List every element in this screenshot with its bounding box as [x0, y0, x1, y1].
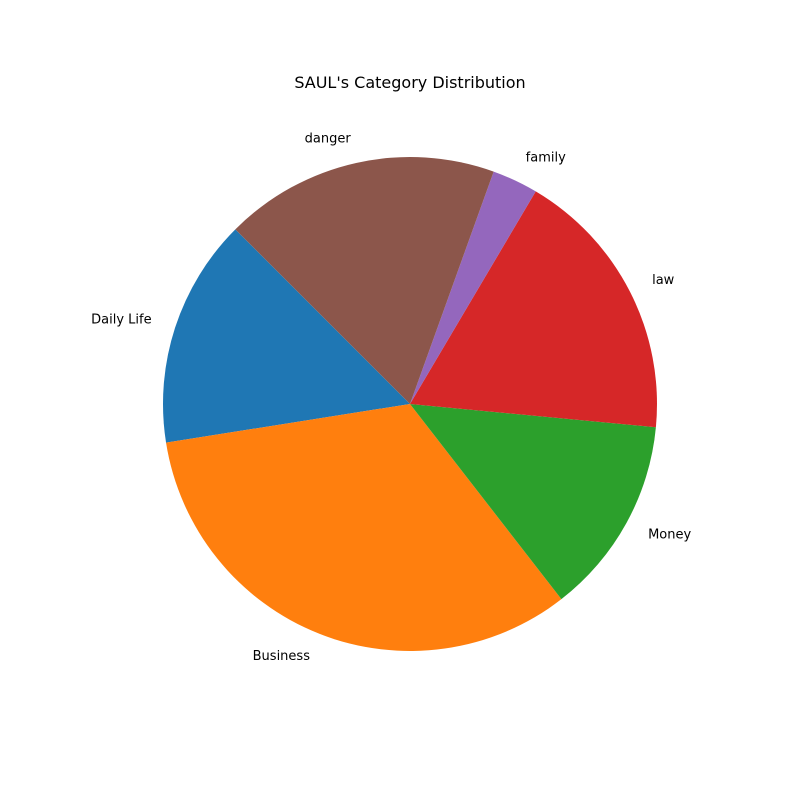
- pie-slice-law: [410, 191, 657, 428]
- pie-slices: [162, 156, 657, 652]
- pie-label-money: Money: [648, 527, 691, 542]
- pie-label-family: family: [526, 151, 566, 166]
- pie-slice-danger: [235, 156, 494, 404]
- pie-labels: Daily Life Business Money law family danger: [91, 131, 691, 664]
- pie-slice-family: [410, 171, 536, 404]
- pie-label-law: law: [652, 273, 675, 288]
- pie-slice-business: [166, 404, 562, 652]
- pie-label-daily-life: Daily Life: [91, 313, 151, 328]
- chart-title: SAUL's Category Distribution: [294, 73, 525, 92]
- pie-slice-daily-life: [162, 229, 410, 443]
- pie-label-danger: danger: [305, 131, 352, 146]
- pie-slice-money: [410, 404, 656, 600]
- pie-label-business: Business: [253, 649, 311, 664]
